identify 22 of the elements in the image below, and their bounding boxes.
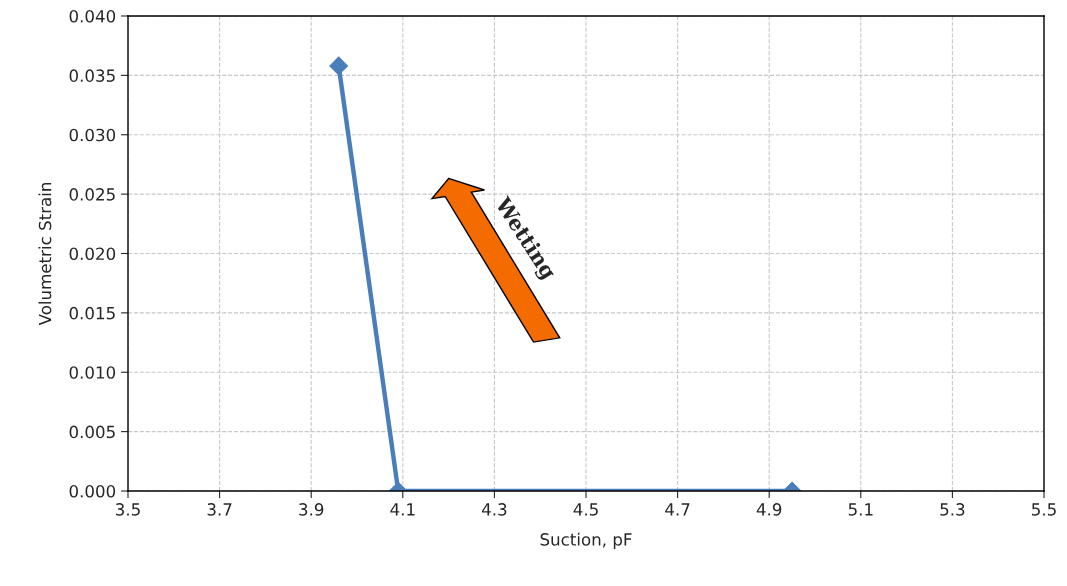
x-axis-title: Suction, pF: [540, 532, 632, 549]
y-tick-label: 0.025: [69, 188, 115, 201]
x-tick-label: 3.9: [299, 503, 324, 516]
y-tick-label: 0.010: [69, 366, 116, 379]
y-tick-label: 0.000: [69, 484, 116, 498]
y-tick-label: 0.030: [69, 128, 116, 142]
y-tick-label: 0.005: [69, 425, 115, 439]
x-tick-label: 3.5: [116, 503, 140, 516]
x-tick-label: 4.9: [756, 503, 782, 516]
x-tick-label: 4.1: [390, 503, 415, 516]
x-tick-label: 4.5: [573, 503, 598, 516]
x-tick-label: 5.5: [1032, 503, 1056, 516]
x-tick-label: 3.7: [207, 503, 232, 516]
x-tick-label: 4.7: [665, 503, 690, 516]
y-tick-label: 0.035: [69, 69, 115, 82]
y-axis-title: Volumetric Strain: [38, 182, 52, 326]
x-tick-label: 4.3: [481, 503, 507, 516]
x-tick-label: 5.1: [848, 503, 873, 516]
x-tick-label: 5.3: [940, 503, 965, 516]
y-tick-label: 0.040: [69, 9, 116, 23]
y-tick-label: 0.020: [69, 247, 116, 261]
y-tick-label: 0.015: [69, 306, 115, 320]
